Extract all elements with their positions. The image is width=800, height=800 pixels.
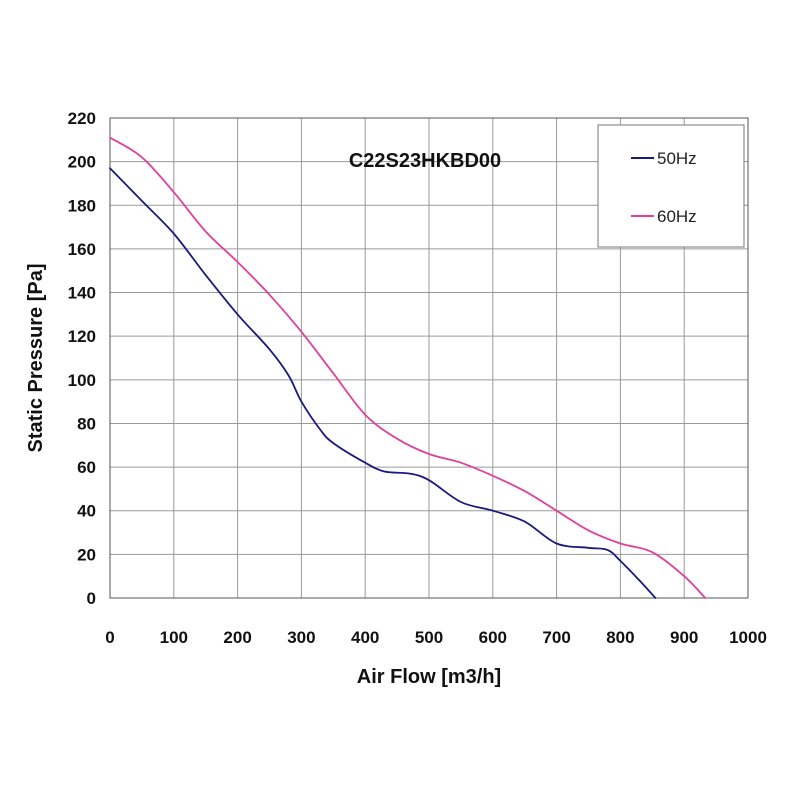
legend-items: 50Hz 60Hz [631,149,697,226]
x-tick-labels: 0 100 200 300 400 500 600 700 800 900 1000 [105,628,767,647]
x-tick-label-10: 1000 [729,628,767,647]
y-tick-label-6: 120 [68,327,96,346]
y-tick-label-9: 180 [68,196,96,215]
x-tick-label-8: 800 [606,628,634,647]
y-tick-labels: 0 20 40 60 80 100 120 140 160 180 200 220 [68,109,96,608]
x-tick-label-3: 300 [287,628,315,647]
x-tick-label-6: 600 [479,628,507,647]
y-axis-title: Static Pressure [Pa] [25,264,47,453]
y-tick-label-8: 160 [68,240,96,259]
x-tick-label-4: 400 [351,628,379,647]
y-tick-label-2: 40 [77,502,96,521]
series-line-60Hz [109,136,707,599]
legend-label-60Hz: 60Hz [657,207,697,226]
y-tick-label-0: 0 [87,589,96,608]
y-tick-label-1: 20 [77,545,96,564]
y-tick-label-7: 140 [68,284,96,303]
y-tick-label-10: 200 [68,153,96,172]
legend-label-50Hz: 50Hz [657,149,697,168]
x-tick-label-1: 100 [160,628,188,647]
x-tick-label-2: 200 [223,628,251,647]
y-tick-label-4: 80 [77,414,96,433]
x-axis-title: Air Flow [m3/h] [357,666,501,688]
x-tick-label-5: 500 [415,628,443,647]
x-tick-label-0: 0 [105,628,114,647]
y-tick-label-5: 100 [68,371,96,390]
plot-area [109,117,749,599]
series-lines [109,136,707,599]
series-line-50Hz [109,167,657,599]
x-tick-label-9: 900 [670,628,698,647]
y-tick-label-11: 220 [68,109,96,128]
y-tick-label-3: 60 [77,458,96,477]
legend: 50Hz 60Hz [597,124,745,248]
legend-box [597,124,745,248]
chart-title: C22S23HKBD00 [349,150,501,172]
x-tick-label-7: 700 [542,628,570,647]
